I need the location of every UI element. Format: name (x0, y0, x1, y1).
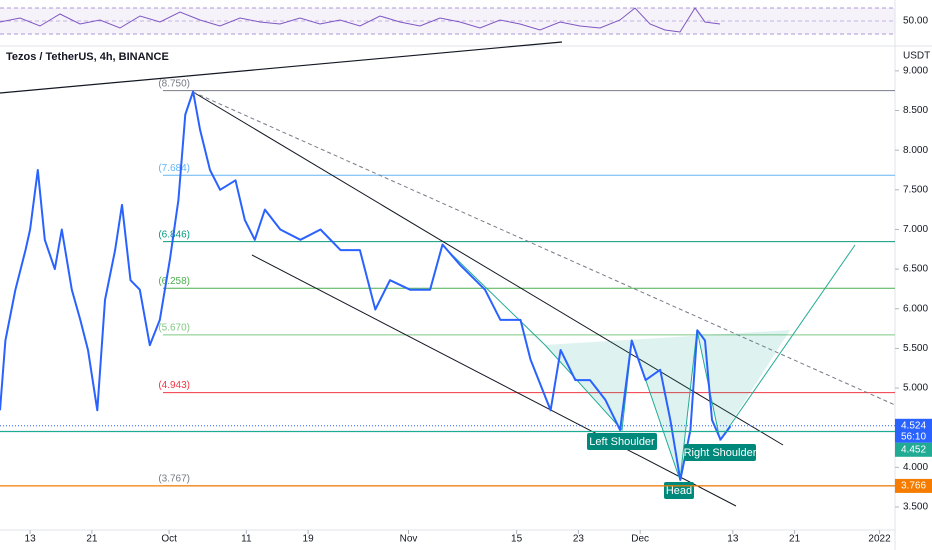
trend-line (0, 41, 563, 94)
y-tick-label: 9.000 (903, 66, 928, 77)
label-box (587, 433, 657, 450)
y-tick-label: 5.500 (903, 343, 928, 354)
y-tick-label: 7.500 (903, 184, 928, 195)
fib-level-label: (6.258) (158, 276, 190, 287)
fib-level-label: (5.670) (158, 323, 190, 334)
y-tick-label: 6.500 (903, 264, 928, 275)
price-tag-label: 4.452 (901, 444, 926, 455)
chart-title: Tezos / TetherUS, 4h, BINANCE (6, 51, 169, 63)
fib-level-label: (3.767) (158, 473, 190, 484)
head-label: Head (666, 485, 692, 497)
pattern-line (441, 244, 856, 481)
x-tick-label: 21 (86, 534, 98, 545)
currency-label: USDT (903, 51, 930, 62)
y-tick-label: 7.000 (903, 224, 928, 235)
dashed-line (192, 91, 896, 406)
y-tick-label: 8.500 (903, 105, 928, 116)
y-tick-label: 6.000 (903, 303, 928, 314)
price-tag (895, 478, 932, 493)
y-tick-label: 8.000 (903, 145, 928, 156)
price-line (0, 90, 732, 481)
rsi-label: 50.00 (903, 16, 928, 27)
y-tick-label: 3.500 (903, 502, 928, 513)
countdown: 56:10 (901, 431, 926, 442)
left-shoulder-label: Left Shoulder (589, 436, 655, 448)
rsi-line (0, 7, 721, 33)
label-box (684, 444, 756, 461)
price-tag (895, 442, 932, 457)
x-tick-label: 13 (727, 534, 739, 545)
x-tick-label: 11 (241, 534, 252, 545)
price-tag (895, 418, 932, 443)
x-tick-label: 15 (511, 534, 523, 545)
x-tick-label: Nov (400, 534, 418, 545)
fib-level-label: (4.943) (158, 380, 190, 391)
x-tick-label: Oct (161, 534, 177, 545)
x-tick-label: 23 (573, 534, 585, 545)
y-tick-label: 5.000 (903, 383, 928, 394)
fib-level-label: (7.684) (158, 163, 190, 174)
x-tick-label: 21 (789, 534, 801, 545)
fib-levels: (8.750)(7.684)(6.846)(6.258)(5.670)(4.94… (158, 78, 895, 487)
right-shoulder-label: Right Shoulder (684, 447, 757, 459)
channel-upper (192, 91, 784, 446)
channel-lower (251, 254, 737, 507)
rsi-band (0, 8, 895, 34)
fib-level-label: (8.750) (158, 78, 190, 89)
x-tick-label: 2022 (868, 534, 891, 545)
x-tick-label: Dec (631, 534, 649, 545)
price-plot (0, 90, 732, 481)
x-tick-label: 19 (303, 534, 315, 545)
x-tick-label: 13 (25, 534, 37, 545)
y-tick-label: 4.000 (903, 462, 928, 473)
price-tag-label: 4.524 (901, 420, 926, 431)
price-tag-label: 3.766 (901, 481, 926, 492)
